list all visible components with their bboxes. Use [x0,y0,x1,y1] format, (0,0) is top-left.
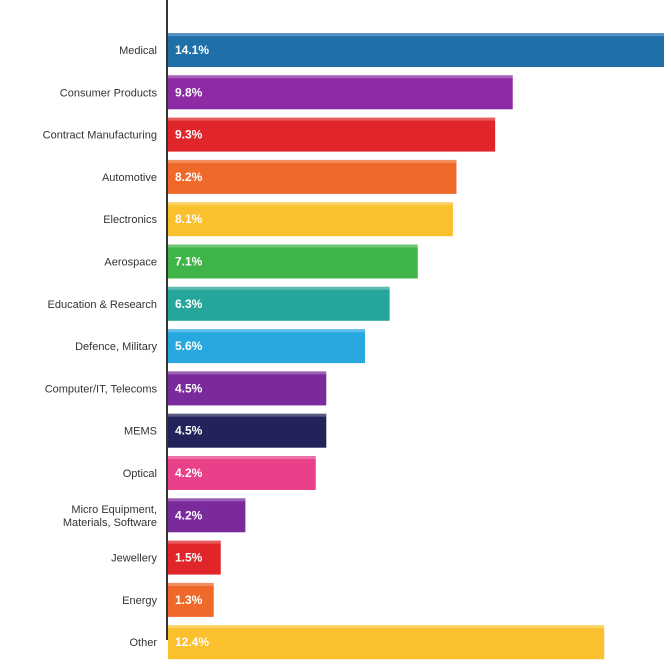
bar-highlight-11 [168,498,246,502]
category-label-5: Aerospace [104,257,157,269]
bar-highlight-7 [168,329,365,333]
value-label-11: 4.2% [175,508,203,522]
bar-highlight-5 [168,244,418,248]
bar-9 [168,413,327,448]
value-label-0: 14.1% [175,43,209,57]
category-label-11: Micro Equipment, Materials, Software [63,504,157,529]
bar-11 [168,498,246,533]
bar-highlight-1 [168,75,513,79]
value-label-7: 5.6% [175,339,203,353]
category-label-7: Defence, Military [75,341,157,353]
value-label-2: 9.3% [175,128,203,142]
value-label-5: 7.1% [175,255,203,269]
bar-0 [168,33,664,67]
bar-highlight-9 [168,413,327,417]
bar-14 [168,625,605,660]
value-label-14: 12.4% [175,635,209,649]
category-label-12: Jewellery [111,553,157,565]
category-label-1: Consumer Products [60,87,158,99]
bar-10 [168,456,316,490]
value-label-6: 6.3% [175,297,203,311]
bar-highlight-0 [168,33,664,36]
bar-13 [168,582,214,617]
bar-highlight-8 [168,371,327,375]
bar-highlight-2 [168,117,496,121]
value-label-8: 4.5% [175,381,203,395]
value-label-4: 8.1% [175,212,203,226]
category-label-10: Optical [123,468,157,480]
category-label-8: Computer/IT, Telecoms [45,383,158,395]
bar-3 [168,159,457,194]
category-label-3: Automotive [102,172,157,184]
bar-highlight-13 [168,582,214,586]
value-label-3: 8.2% [175,170,203,184]
category-label-0: Medical [119,45,157,57]
bar-highlight-3 [168,159,457,163]
bar-6 [168,286,390,321]
bar-highlight-10 [168,456,316,459]
bar-4 [168,202,453,237]
value-label-10: 4.2% [175,466,203,480]
value-label-13: 1.3% [175,593,203,607]
bar-5 [168,244,418,279]
bar-2 [168,117,496,152]
category-label-9: MEMS [124,426,157,438]
bar-highlight-12 [168,540,221,544]
category-label-14: Other [129,637,157,649]
bar-highlight-6 [168,286,390,290]
bar-highlight-14 [168,625,605,629]
bars-group: 14.1% Medical 9.8% Consumer Products 9.3% Con… [43,33,664,660]
bar-1 [168,75,513,110]
bar-7 [168,329,365,364]
bar-highlight-4 [168,202,453,206]
category-label-2: Contract Manufacturing [43,130,157,142]
category-label-4: Electronics [103,214,157,226]
category-label-13: Energy [122,595,157,607]
value-label-12: 1.5% [175,551,203,565]
bar-8 [168,371,327,406]
value-label-9: 4.5% [175,424,203,438]
bar-12 [168,540,221,575]
category-label-6: Education & Research [48,299,157,311]
value-label-1: 9.8% [175,85,203,99]
